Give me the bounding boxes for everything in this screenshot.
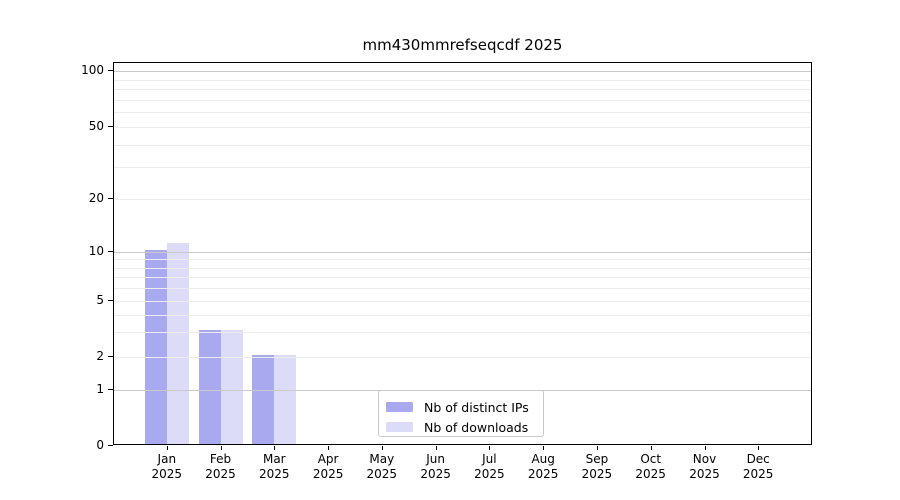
legend-swatch-distinct-ips: [386, 402, 413, 412]
y-tick-mark-2: [108, 356, 113, 357]
legend-item-downloads: Nb of downloads: [386, 417, 543, 437]
plot-area: [113, 62, 812, 445]
gridline-minor-40: [114, 144, 811, 146]
y-tick-label-1: 1: [96, 382, 104, 396]
x-tick-mark-aug: [543, 446, 545, 450]
x-tick-mark-feb: [220, 446, 222, 450]
gridline-minor-80: [114, 89, 811, 90]
x-tick-mark-sep: [596, 446, 598, 450]
y-tick-label-2: 2: [96, 349, 104, 363]
gridline-minor-60: [114, 112, 811, 114]
bar-distinct-ips-mar: [252, 355, 275, 444]
gridline-minor-2: [114, 357, 811, 358]
y-tick-label-10: 10: [88, 244, 104, 258]
x-tick-label-jun: Jun 2025: [420, 452, 451, 481]
y-tick-mark-50: [108, 126, 113, 127]
legend-item-distinct-ips: Nb of distinct IPs: [386, 397, 543, 417]
gridline-minor-7: [114, 277, 811, 279]
y-tick-label-50: 50: [88, 119, 104, 133]
gridline-minor-50: [114, 127, 811, 128]
gridline-minor-5: [114, 301, 811, 302]
x-tick-mark-oct: [650, 446, 652, 450]
gridline-minor-9: [114, 259, 811, 261]
x-tick-mark-apr: [328, 446, 330, 450]
x-tick-label-apr: Apr 2025: [312, 452, 344, 481]
legend-label-distinct-ips: Nb of distinct IPs: [424, 399, 529, 415]
y-tick-mark-10: [108, 251, 113, 252]
x-tick-label-sep: Sep 2025: [581, 452, 613, 481]
x-tick-label-jul: Jul 2025: [474, 452, 505, 481]
x-tick-mark-nov: [704, 446, 706, 450]
gridline-minor-4: [114, 314, 811, 316]
bar-downloads-jan: [166, 242, 189, 444]
x-tick-label-oct: Oct 2025: [635, 452, 666, 481]
legend: Nb of distinct IPs Nb of downloads: [378, 390, 544, 437]
x-tick-label-aug: Aug 2025: [527, 452, 559, 481]
y-tick-label-5: 5: [96, 293, 104, 307]
x-tick-mark-jan: [166, 446, 168, 450]
gridline-minor-70: [114, 99, 811, 101]
gridline-major-100: [114, 71, 811, 72]
y-tick-label-0: 0: [96, 438, 104, 452]
bar-distinct-ips-feb: [198, 330, 221, 444]
y-tick-label-20: 20: [88, 191, 104, 205]
bar-distinct-ips-jan: [144, 250, 167, 444]
gridline-minor-6: [114, 288, 811, 290]
x-tick-label-may: May 2025: [366, 452, 398, 481]
x-tick-label-mar: Mar 2025: [259, 452, 290, 481]
x-tick-mark-may: [381, 446, 383, 450]
x-tick-label-feb: Feb 2025: [205, 452, 236, 481]
y-tick-mark-20: [108, 198, 113, 199]
gridline-minor-3: [114, 332, 811, 334]
chart-title: mm430mmrefseqcdf 2025: [362, 36, 563, 54]
gridline-minor-90: [114, 79, 811, 81]
x-tick-label-dec: Dec 2025: [742, 452, 774, 481]
legend-label-downloads: Nb of downloads: [424, 419, 529, 435]
gridline-minor-30: [114, 167, 811, 169]
gridline-minor-8: [114, 267, 811, 269]
x-tick-mark-jun: [435, 446, 437, 450]
legend-swatch-downloads: [386, 422, 413, 432]
y-tick-mark-0: [108, 445, 113, 446]
x-tick-mark-dec: [758, 446, 760, 450]
x-tick-mark-mar: [274, 446, 276, 450]
gridline-major-10: [114, 252, 811, 253]
bar-downloads-mar: [274, 355, 297, 444]
y-tick-mark-100: [108, 70, 113, 71]
gridline-minor-20: [114, 199, 811, 200]
x-tick-label-jan: Jan 2025: [151, 452, 183, 481]
bar-downloads-feb: [220, 330, 243, 444]
y-tick-mark-5: [108, 300, 113, 301]
y-tick-mark-1: [108, 389, 113, 390]
y-tick-label-100: 100: [81, 63, 104, 77]
x-tick-label-nov: Nov 2025: [689, 452, 720, 481]
x-tick-mark-jul: [489, 446, 491, 450]
